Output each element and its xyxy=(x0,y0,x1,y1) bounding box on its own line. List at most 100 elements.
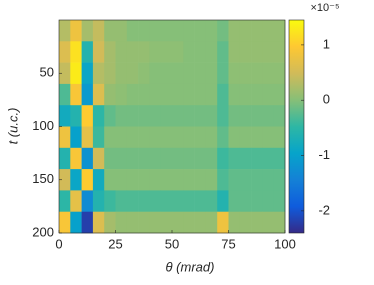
heatmap-cell xyxy=(59,126,71,149)
heatmap-cell xyxy=(239,62,252,85)
heatmap-cell xyxy=(115,211,128,234)
heatmap-cell xyxy=(126,62,139,85)
heatmap-cell xyxy=(138,169,150,191)
heatmap-cell xyxy=(138,126,150,149)
heatmap-cell xyxy=(228,62,241,85)
heatmap-cell xyxy=(92,190,105,212)
heatmap-cell xyxy=(194,126,207,149)
heatmap-cell xyxy=(251,105,263,127)
heatmap-cell xyxy=(160,41,173,63)
heatmap-cell xyxy=(81,105,94,127)
heatmap-cell xyxy=(126,169,139,191)
heatmap-cell xyxy=(70,105,82,127)
heatmap-cell xyxy=(273,20,286,42)
heatmap-cell xyxy=(194,62,207,85)
heatmap-cell xyxy=(92,169,105,191)
heatmap-cell xyxy=(205,147,218,170)
heatmap-cell xyxy=(217,105,229,127)
heatmap-cell xyxy=(239,190,252,212)
heatmap-cell xyxy=(149,20,161,42)
heatmap-cell xyxy=(217,41,229,63)
heatmap-cell xyxy=(262,169,274,191)
heatmap-cell xyxy=(104,62,116,85)
heatmap-cell xyxy=(59,147,71,170)
heatmap-cell xyxy=(228,190,241,212)
colorbar-tick-label: 0 xyxy=(323,92,330,107)
heatmap-cell xyxy=(205,126,218,149)
heatmap-cell xyxy=(104,83,116,106)
heatmap-cell xyxy=(194,211,207,234)
y-tick-label: 150 xyxy=(32,171,54,186)
heatmap-cell xyxy=(149,147,161,170)
heatmap-cell xyxy=(217,190,229,212)
heatmap-cell xyxy=(160,211,173,234)
heatmap-cell xyxy=(70,147,82,170)
heatmap-cell xyxy=(262,126,274,149)
heatmap-cell xyxy=(104,20,116,42)
heatmap-cell xyxy=(194,105,207,127)
y-axis-label: t (u.c.) xyxy=(5,108,20,145)
heatmap-cell xyxy=(251,41,263,63)
colorbar-tick-label: -1 xyxy=(318,147,330,162)
heatmap-cell xyxy=(138,62,150,85)
heatmap-cell xyxy=(104,147,116,170)
heatmap-cell xyxy=(205,83,218,106)
heatmap-cell xyxy=(138,41,150,63)
heatmap-cell xyxy=(239,105,252,127)
heatmap-cell xyxy=(262,211,274,234)
heatmap-cell xyxy=(160,105,173,127)
heatmap-cell xyxy=(115,20,128,42)
heatmap-cell xyxy=(183,147,195,170)
heatmap-cell xyxy=(273,126,286,149)
y-tick-label: 100 xyxy=(32,118,54,133)
heatmap-cell xyxy=(70,41,82,63)
heatmap-cell xyxy=(205,169,218,191)
heatmap-cell xyxy=(273,169,286,191)
heatmap-cell xyxy=(92,105,105,127)
heatmap-cell xyxy=(81,169,94,191)
heatmap-cell xyxy=(138,105,150,127)
heatmap-cell xyxy=(115,147,128,170)
heatmap-cell xyxy=(251,169,263,191)
heatmap-cell xyxy=(70,211,82,234)
heatmap-cell xyxy=(104,190,116,212)
heatmap-cell xyxy=(59,169,71,191)
heatmap-cell xyxy=(194,190,207,212)
heatmap-cell xyxy=(149,211,161,234)
y-tick-label: 50 xyxy=(40,65,54,80)
heatmap-cell xyxy=(81,126,94,149)
heatmap-cell xyxy=(160,20,173,42)
heatmap-cell xyxy=(273,211,286,234)
heatmap-cell xyxy=(183,190,195,212)
heatmap-cell xyxy=(160,190,173,212)
x-tick-label: 25 xyxy=(108,236,122,251)
heatmap-cell xyxy=(228,41,241,63)
heatmap-cell xyxy=(160,62,173,85)
heatmap-cell xyxy=(81,83,94,106)
heatmap-cell xyxy=(115,169,128,191)
heatmap-cell xyxy=(183,62,195,85)
heatmap-cell xyxy=(217,169,229,191)
heatmap-cell xyxy=(160,83,173,106)
heatmap-cell xyxy=(262,83,274,106)
heatmap-cell xyxy=(70,20,82,42)
heatmap xyxy=(59,20,286,234)
heatmap-cell xyxy=(149,190,161,212)
heatmap-cell xyxy=(239,20,252,42)
heatmap-cell xyxy=(273,83,286,106)
heatmap-cell xyxy=(228,211,241,234)
heatmap-cell xyxy=(160,147,173,170)
heatmap-cell xyxy=(59,211,71,234)
heatmap-cell xyxy=(251,62,263,85)
heatmap-cell xyxy=(59,62,71,85)
heatmap-cell xyxy=(92,41,105,63)
heatmap-cell xyxy=(228,105,241,127)
heatmap-cell xyxy=(194,20,207,42)
heatmap-cell xyxy=(138,147,150,170)
heatmap-cell xyxy=(251,190,263,212)
heatmap-cell xyxy=(126,83,139,106)
heatmap-cell xyxy=(81,147,94,170)
heatmap-cell xyxy=(149,126,161,149)
heatmap-cell xyxy=(251,83,263,106)
heatmap-cell xyxy=(228,147,241,170)
